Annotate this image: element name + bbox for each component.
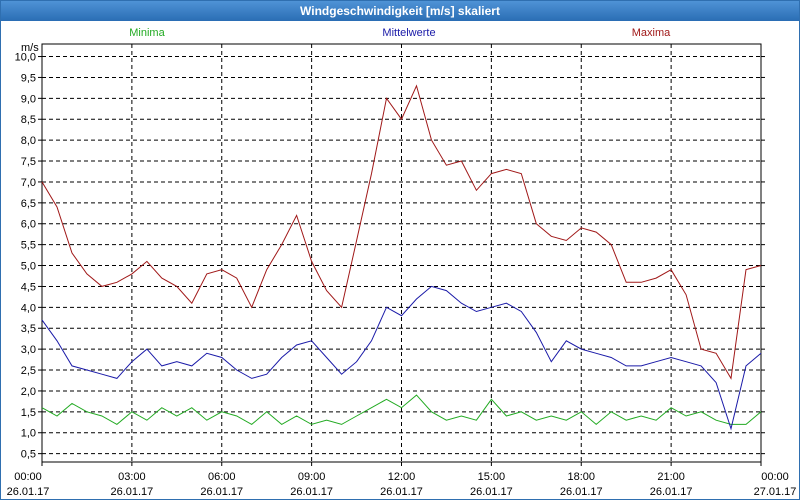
y-tick-label: 9,0 bbox=[21, 93, 36, 105]
series-lines bbox=[41, 84, 762, 431]
y-tick-label: 1,5 bbox=[21, 407, 36, 419]
y-tick-label: 8,5 bbox=[21, 114, 36, 126]
x-tick-time: 06:00 bbox=[208, 471, 236, 483]
y-tick-label: 7,0 bbox=[21, 177, 36, 189]
x-tick-date: 26.01.17 bbox=[7, 486, 50, 498]
y-tick-label: 3,5 bbox=[21, 323, 36, 335]
y-tick-label: 4,0 bbox=[21, 302, 36, 314]
y-tick-label: 7,5 bbox=[21, 156, 36, 168]
x-tick-time: 12:00 bbox=[388, 471, 416, 483]
x-tick-date: 27.01.17 bbox=[754, 486, 797, 498]
y-tick-label: 0,5 bbox=[21, 449, 36, 461]
y-tick-label: 8,0 bbox=[21, 135, 36, 147]
x-tick-date: 26.01.17 bbox=[380, 486, 423, 498]
x-tick-time: 00:00 bbox=[761, 471, 789, 483]
x-tick-time: 21:00 bbox=[657, 471, 685, 483]
y-tick-label: 5,0 bbox=[21, 261, 36, 273]
series-line-minima bbox=[41, 394, 762, 426]
y-axis-unit: m/s bbox=[21, 42, 39, 54]
plot-frame bbox=[41, 43, 762, 463]
legend-item-minima: Minima bbox=[129, 27, 165, 39]
x-tick-date: 26.01.17 bbox=[470, 486, 513, 498]
y-tick-label: 4,5 bbox=[21, 281, 36, 293]
x-tick-date: 26.01.17 bbox=[650, 486, 693, 498]
chart-title: Windgeschwindigkeit [m/s] skaliert bbox=[1, 1, 799, 21]
y-tick-label: 5,5 bbox=[21, 240, 36, 252]
x-tick-time: 15:00 bbox=[478, 471, 506, 483]
x-tick-time: 18:00 bbox=[567, 471, 595, 483]
y-tick-label: 9,5 bbox=[21, 72, 36, 84]
x-tick-date: 26.01.17 bbox=[290, 486, 333, 498]
y-axis: 0,5 1,0 1,5 2,0 2,5 3,0 3,5 4,0 4,5 5,0 5,5 6,0 6,5 7… bbox=[15, 52, 765, 461]
legend: Minima Mittelwerte Maxima bbox=[129, 27, 671, 39]
x-tick-time: 03:00 bbox=[118, 471, 146, 483]
grid-lines bbox=[41, 44, 762, 462]
x-tick-date: 26.01.17 bbox=[110, 486, 153, 498]
x-tick-time: 00:00 bbox=[14, 471, 42, 483]
y-tick-label: 1,0 bbox=[21, 428, 36, 440]
y-tick-label: 10,0 bbox=[15, 52, 36, 64]
x-tick-time: 09:00 bbox=[298, 471, 326, 483]
series-line-maxima bbox=[41, 84, 762, 380]
legend-item-mittelwerte: Mittelwerte bbox=[382, 27, 435, 39]
y-tick-label: 6,5 bbox=[21, 198, 36, 210]
y-tick-label: 6,0 bbox=[21, 219, 36, 231]
y-tick-label: 2,0 bbox=[21, 386, 36, 398]
y-tick-label: 3,0 bbox=[21, 344, 36, 356]
y-tick-label: 2,5 bbox=[21, 365, 36, 377]
x-tick-date: 26.01.17 bbox=[200, 486, 243, 498]
legend-item-maxima: Maxima bbox=[632, 27, 671, 39]
x-tick-date: 26.01.17 bbox=[560, 486, 603, 498]
x-axis: 00:00 26.01.17 03:00 26.01.17 06:00 26.01.17 0… bbox=[7, 462, 797, 498]
series-line-mittelwerte bbox=[41, 285, 762, 431]
